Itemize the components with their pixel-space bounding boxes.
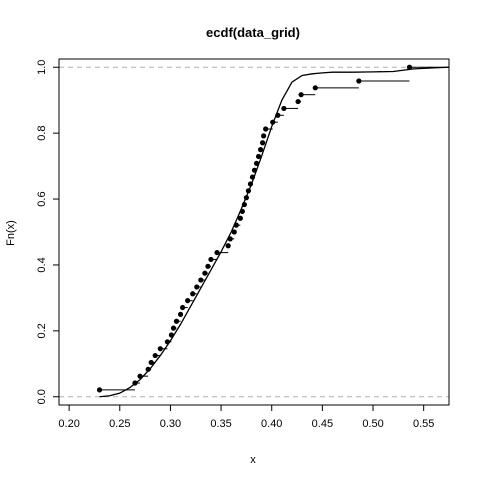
ecdf-point [202, 270, 208, 276]
ecdf-point [241, 201, 247, 208]
ecdf-point [177, 311, 184, 317]
ecdf-point [237, 215, 243, 221]
ecdf-point [164, 339, 170, 345]
plot-frame [58, 58, 450, 406]
ecdf-point [275, 112, 281, 118]
ecdf-point [281, 105, 287, 112]
x-tick-label: 0.20 [58, 418, 79, 430]
ecdf-point [255, 153, 262, 160]
ecdf-point [179, 304, 186, 311]
smooth-cdf-curve [99, 66, 450, 398]
y-tick-label: 0.8 [36, 125, 48, 140]
ecdf-point [152, 352, 158, 359]
ecdf-point [261, 133, 267, 139]
ecdf-point [257, 147, 264, 153]
ecdf-point [233, 222, 239, 228]
ecdf-point [243, 195, 250, 201]
ecdf-point [227, 236, 233, 242]
ecdf-point [168, 332, 175, 338]
ecdf-point [245, 188, 252, 194]
ecdf-point [198, 277, 204, 283]
x-tick-label: 0.45 [312, 418, 333, 430]
y-tick-label: 0.2 [36, 323, 48, 338]
ecdf-steps-layer [99, 66, 449, 391]
x-axis: 0.20 0.25 0.30 0.35 0.40 0.45 0.50 0.55 [58, 405, 434, 430]
chart-title: ecdf(data_grid) [206, 25, 300, 40]
ecdf-point [253, 160, 260, 166]
ecdf-point [185, 298, 191, 304]
ecdf-point [145, 366, 151, 372]
y-axis: 0.0 0.2 0.4 0.6 0.8 1.0 [36, 60, 59, 404]
ecdf-point [194, 284, 200, 290]
ecdf-point [406, 64, 413, 70]
ecdf-point [214, 249, 220, 256]
ecdf-point [298, 92, 304, 98]
ecdf-points-layer [96, 64, 413, 393]
x-tick-label: 0.35 [210, 418, 231, 430]
ecdf-point [239, 208, 245, 215]
ecdf-point [356, 78, 362, 84]
y-tick-label: 0.4 [36, 257, 48, 272]
x-tick-label: 0.50 [362, 418, 383, 430]
ecdf-point [251, 167, 258, 173]
smooth-curve-layer [99, 66, 450, 398]
y-axis-label: Fn(x) [5, 220, 17, 246]
ecdf-point [270, 119, 276, 125]
ecdf-point [148, 359, 154, 366]
ecdf-point [247, 181, 254, 187]
x-tick-label: 0.40 [261, 418, 282, 430]
ecdf-point [190, 291, 196, 297]
y-tick-label: 0.6 [36, 191, 48, 206]
ecdf-point [205, 263, 211, 269]
ecdf-point [249, 174, 256, 180]
ecdf-point [132, 380, 138, 386]
ecdf-point [312, 85, 318, 91]
ecdf-point [96, 387, 103, 393]
x-tick-label: 0.25 [109, 418, 130, 430]
ecdf-point [225, 243, 231, 249]
y-tick-label: 0.0 [36, 389, 48, 404]
ecdf-point [137, 373, 143, 379]
ecdf-point [263, 126, 269, 132]
ecdf-point [231, 229, 237, 235]
ecdf-point [170, 325, 177, 331]
ecdf-point [157, 346, 163, 352]
reference-lines [59, 66, 449, 398]
y-tick-label: 1.0 [36, 60, 48, 75]
ecdf-point [173, 318, 180, 324]
x-tick-label: 0.55 [413, 418, 434, 430]
x-axis-label: x [250, 454, 256, 466]
x-tick-label: 0.30 [160, 418, 181, 430]
ecdf-point [208, 256, 214, 263]
ecdf-point [260, 140, 266, 146]
ecdf-point [295, 98, 301, 105]
